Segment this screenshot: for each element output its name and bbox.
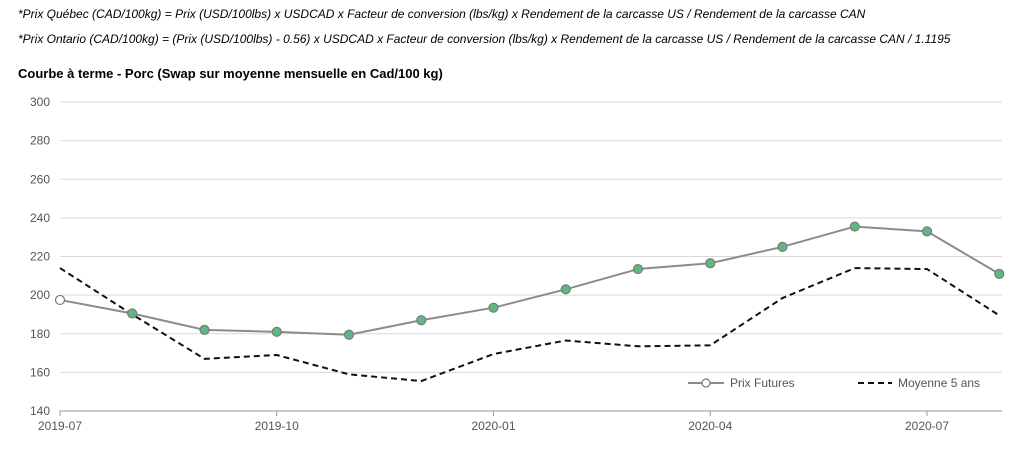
prix-futures-line (59, 225, 1000, 336)
x-tick-label: 2020-04 (688, 419, 732, 433)
y-tick-label: 220 (30, 250, 50, 264)
legend-moyenne-5-ans-label: Moyenne 5 ans (898, 376, 980, 390)
x-tick-label: 2019-07 (38, 419, 82, 433)
x-tick-label: 2020-07 (905, 419, 949, 433)
y-tick-label: 260 (30, 172, 50, 186)
quebec-price-formula-note: *Prix Québec (CAD/100kg) = Prix (USD/100… (18, 7, 866, 21)
prix-futures-point (488, 302, 499, 313)
prix-futures-point (199, 324, 210, 335)
prix-futures-point (849, 221, 860, 232)
y-tick-label: 280 (30, 134, 50, 148)
prix-futures-point (705, 258, 716, 269)
legend-prix-futures-label: Prix Futures (730, 376, 795, 390)
chart-legend: Prix Futures Moyenne 5 ans (688, 376, 980, 390)
prix-futures-point (777, 241, 788, 252)
prix-futures-point (127, 308, 138, 319)
ontario-price-formula-note: *Prix Ontario (CAD/100kg) = (Prix (USD/1… (18, 32, 951, 46)
y-tick-label: 140 (30, 404, 50, 418)
x-tick-label: 2019-10 (255, 419, 299, 433)
prix-futures-point (54, 294, 66, 306)
prix-futures-point (271, 326, 282, 337)
prix-futures-point (343, 329, 355, 340)
chart-gridlines (60, 101, 1002, 373)
moyenne-5-ans-line (59, 267, 1000, 383)
y-tick-label: 160 (30, 365, 50, 379)
chart-title: Courbe à terme - Porc (Swap sur moyenne … (18, 66, 443, 81)
prix-futures-point (994, 268, 1005, 279)
x-tick-label: 2020-01 (471, 419, 515, 433)
y-tick-label: 240 (30, 211, 50, 225)
prix-futures-point (416, 315, 427, 326)
prix-futures-point (560, 284, 571, 295)
chart-series (54, 221, 1005, 383)
y-tick-label: 300 (30, 95, 50, 109)
y-tick-label: 200 (30, 288, 50, 302)
prix-futures-point (921, 226, 933, 237)
legend-prix-futures-marker (701, 378, 711, 388)
chart-axes: 140 160 180 200 220 240 260 280 300 2019-07 2019-1… (30, 95, 1002, 433)
prix-futures-point (632, 263, 644, 275)
y-tick-label: 180 (30, 327, 50, 341)
